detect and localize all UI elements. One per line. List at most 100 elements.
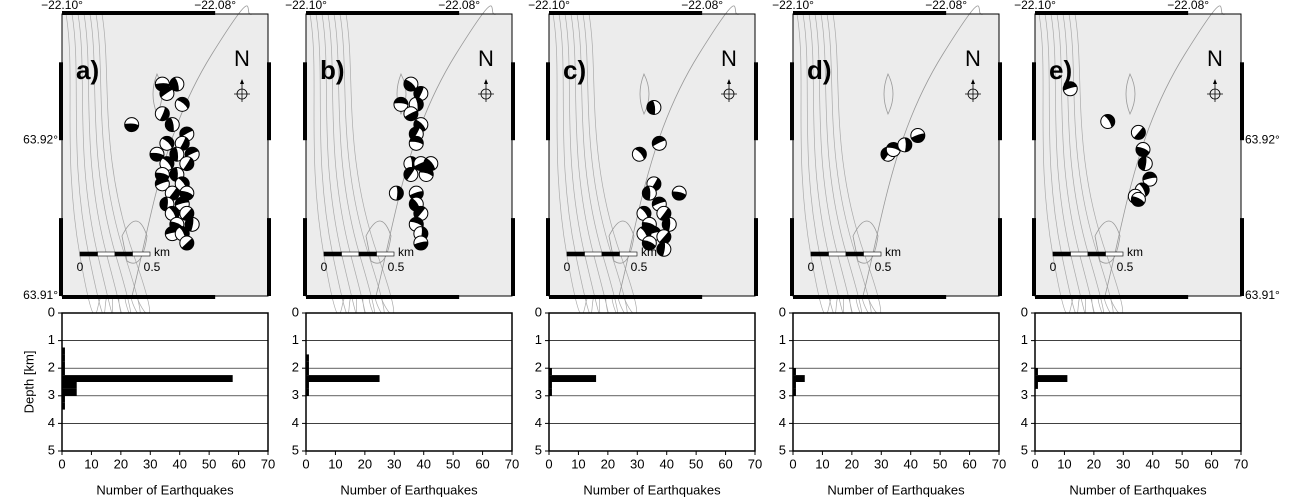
scale-bar (1052, 251, 1071, 257)
beachball-quadrant (413, 86, 424, 100)
x-tick-label: 20 (358, 456, 372, 471)
compass (484, 79, 488, 84)
frame-band (1240, 218, 1244, 296)
focal-mechanism (403, 76, 419, 92)
beachball-quadrant (168, 187, 180, 201)
x-tick-label: 50 (446, 456, 460, 471)
y-tick-label: 5 (292, 442, 299, 457)
scale-bar (358, 251, 377, 257)
x-tick-label: 40 (903, 456, 917, 471)
beachball-quadrant (1135, 146, 1150, 157)
axis-frame (548, 312, 756, 452)
panel-label: b) (320, 55, 345, 85)
frame-band (62, 295, 216, 299)
contour (862, 5, 984, 297)
frame-band (790, 218, 794, 296)
beachball-quadrant (179, 137, 190, 151)
scale-label: 0.5 (1117, 260, 1134, 274)
lon-tick-label: −22.08° (438, 0, 480, 12)
scale-bar (79, 251, 98, 257)
focal-mechanism (159, 85, 175, 101)
scale-bar (845, 251, 864, 257)
north-label: N (234, 46, 250, 71)
x-axis-title: Number of Earthquakes (583, 482, 721, 497)
x-axis-title: Number of Earthquakes (96, 482, 234, 497)
lon-tick-label: −22.10° (772, 0, 814, 12)
scale-unit: km (1127, 245, 1143, 259)
focal-mechanism (656, 241, 672, 257)
scale-bar (376, 251, 395, 257)
y-tick-label: 4 (535, 415, 542, 430)
beachball-quadrant (911, 133, 925, 143)
bar (306, 368, 309, 376)
focal-mechanism (154, 106, 170, 122)
x-tick-label: 10 (815, 456, 829, 471)
focal-mechanism (1137, 156, 1153, 172)
x-tick-label: 60 (962, 456, 976, 471)
panel-label: c) (563, 55, 586, 85)
y-tick-label: 5 (1021, 442, 1028, 457)
bar (62, 402, 65, 410)
beachball-quadrant (403, 167, 415, 181)
contour (121, 220, 148, 264)
beachball-quadrant (409, 217, 424, 227)
beachball-quadrant (185, 217, 194, 232)
lon-tick-label: −22.10° (528, 0, 570, 12)
beachball-quadrant (162, 156, 174, 169)
focal-mechanism (179, 235, 195, 251)
x-tick-label: 50 (689, 456, 703, 471)
x-tick-label: 20 (845, 456, 859, 471)
bar (1035, 382, 1038, 389)
contour (1125, 73, 1136, 115)
focal-mechanism (418, 166, 434, 182)
x-tick-label: 10 (571, 456, 585, 471)
x-tick-label: 20 (601, 456, 615, 471)
beachball-quadrant (1063, 81, 1077, 91)
focal-mechanism (159, 135, 175, 151)
y-tick-label: 5 (779, 442, 786, 457)
beachball-quadrant (672, 191, 686, 201)
beachball-quadrant (659, 231, 671, 244)
frame-band (546, 218, 550, 296)
beachball-quadrant (652, 136, 666, 147)
frame-band (59, 218, 63, 296)
focal-mechanism (1130, 191, 1146, 207)
scale-label: 0 (564, 260, 571, 274)
x-tick-label: 0 (545, 456, 552, 471)
focal-mechanism (413, 235, 429, 251)
frame-band (306, 11, 460, 15)
lon-tick-label: −22.08° (194, 0, 236, 12)
x-tick-label: 0 (302, 456, 309, 471)
focal-mechanism (1142, 171, 1158, 187)
frame-band (549, 295, 703, 299)
scale-bar (601, 251, 620, 257)
compass (971, 79, 975, 84)
scale-bar (1087, 251, 1106, 257)
focal-mechanism (631, 146, 647, 162)
bar (62, 361, 65, 369)
focal-mechanism (885, 142, 901, 158)
beachball-quadrant (169, 167, 178, 182)
focal-mechanism (641, 185, 657, 201)
bar (1035, 368, 1038, 376)
y-tick-label: 3 (292, 387, 299, 402)
scale-bar (323, 251, 342, 257)
scale-label: 0 (1050, 260, 1057, 274)
frame-band (1035, 295, 1189, 299)
x-tick-label: 10 (1057, 456, 1071, 471)
bar (306, 388, 309, 396)
y-tick-label: 0 (1021, 304, 1028, 319)
beachball-quadrant (652, 197, 666, 207)
frame-band (1032, 62, 1036, 141)
frame-band (1035, 11, 1189, 15)
bar (793, 382, 796, 389)
x-axis-title: Number of Earthquakes (340, 482, 478, 497)
axis-frame (305, 312, 513, 452)
panel-label: a) (76, 55, 99, 85)
contour (1104, 5, 1226, 297)
frame-band (549, 11, 703, 15)
x-tick-label: 60 (718, 456, 732, 471)
bar (62, 368, 65, 376)
beachball-quadrant (642, 240, 656, 251)
x-tick-label: 10 (84, 456, 98, 471)
